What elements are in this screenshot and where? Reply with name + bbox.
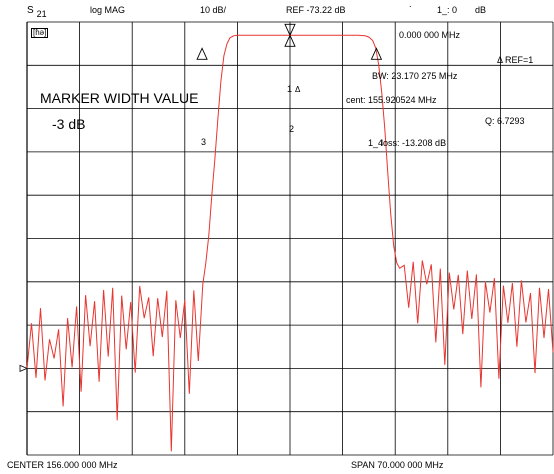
marker-1-triangle <box>284 23 296 37</box>
q-readout: Q: 6.7293 <box>485 116 525 126</box>
loss-readout: 1_4loss: -13.208 dB <box>368 138 447 148</box>
graticule <box>19 21 554 456</box>
marker-unit: dB <box>475 5 487 15</box>
reference-position-arrow <box>19 364 29 373</box>
format-label: log MAG <box>90 5 126 15</box>
scale-label: 10 dB/ <box>200 5 227 15</box>
mode-box: [ɦə] <box>31 28 49 38</box>
bandwidth-readout: BW: 23.170 275 MHz <box>372 71 458 81</box>
center-frequency: CENTER 156.000 000 MHz <box>7 460 118 470</box>
s21-trace <box>26 34 554 452</box>
marker-width-title: MARKER WIDTH VALUE <box>40 90 199 106</box>
marker-width-level: -3 dB <box>52 116 86 132</box>
marker-3-label: 3 <box>201 137 207 147</box>
marker-group <box>196 23 383 60</box>
marker-2-label: 2 <box>289 124 295 134</box>
marker-readout: 1_: 0 <box>437 5 458 15</box>
span-frequency: SPAN 70.000 000 MHz <box>351 460 444 470</box>
marker-2-triangle <box>284 34 296 47</box>
reference-level: REF -73.22 dB <box>286 5 346 15</box>
marker-frequency: 0.000 000 MHz <box>399 30 461 40</box>
param-label: S 21 <box>27 5 47 19</box>
marker-4-triangle <box>370 47 383 60</box>
header-dot: . <box>409 0 412 9</box>
delta-ref-label: Δ REF=1 <box>497 55 534 65</box>
center-readout: cent: 155.920524 MHz <box>346 95 437 105</box>
marker-3-triangle <box>196 47 208 60</box>
